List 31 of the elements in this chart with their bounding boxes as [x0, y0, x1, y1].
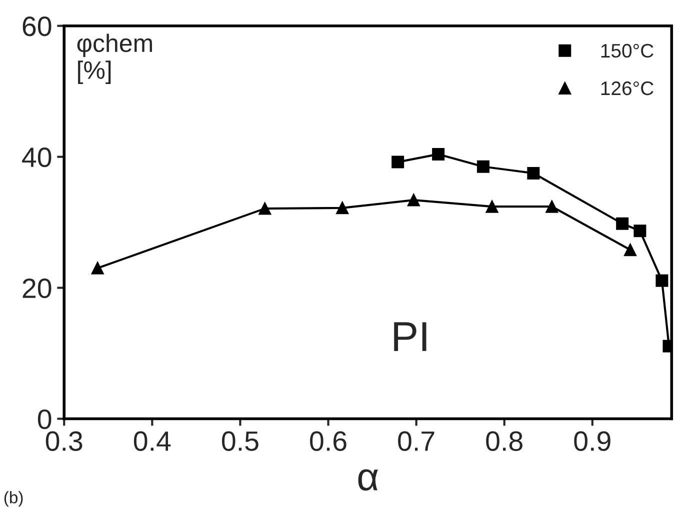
x-tick-label: 0.7	[398, 431, 434, 451]
x-tick-label: 0.4	[134, 431, 171, 451]
x-tick-label: 0.6	[310, 431, 346, 451]
point	[656, 274, 668, 287]
legend-label: 126°C	[601, 81, 654, 96]
x-tick-label: 0.5	[222, 431, 258, 451]
y-tick-label: 60	[22, 16, 52, 36]
legend-label: 150°C	[601, 44, 654, 58]
y-tick-label: 20	[22, 278, 52, 298]
y-axis-title: φchem [%]	[77, 34, 152, 84]
point	[546, 200, 558, 213]
x-tick-label: 0.3	[46, 431, 82, 451]
y-tick-label: 0	[38, 409, 52, 430]
point	[616, 217, 629, 230]
point	[476, 160, 490, 173]
text: (b)	[4, 491, 23, 507]
x-tick-label: 0.9	[574, 431, 610, 451]
point	[432, 148, 445, 160]
annotation: PI	[394, 322, 426, 351]
point	[527, 166, 540, 180]
point	[634, 224, 646, 238]
point	[624, 244, 636, 256]
x-axis-title: α	[358, 469, 378, 491]
x-tick-label: 0.8	[486, 431, 522, 451]
point	[91, 262, 104, 274]
point	[336, 202, 349, 214]
point	[258, 202, 272, 215]
y-tick-label: 40	[22, 147, 52, 168]
point	[392, 156, 404, 168]
point	[486, 200, 498, 213]
point	[407, 194, 420, 206]
